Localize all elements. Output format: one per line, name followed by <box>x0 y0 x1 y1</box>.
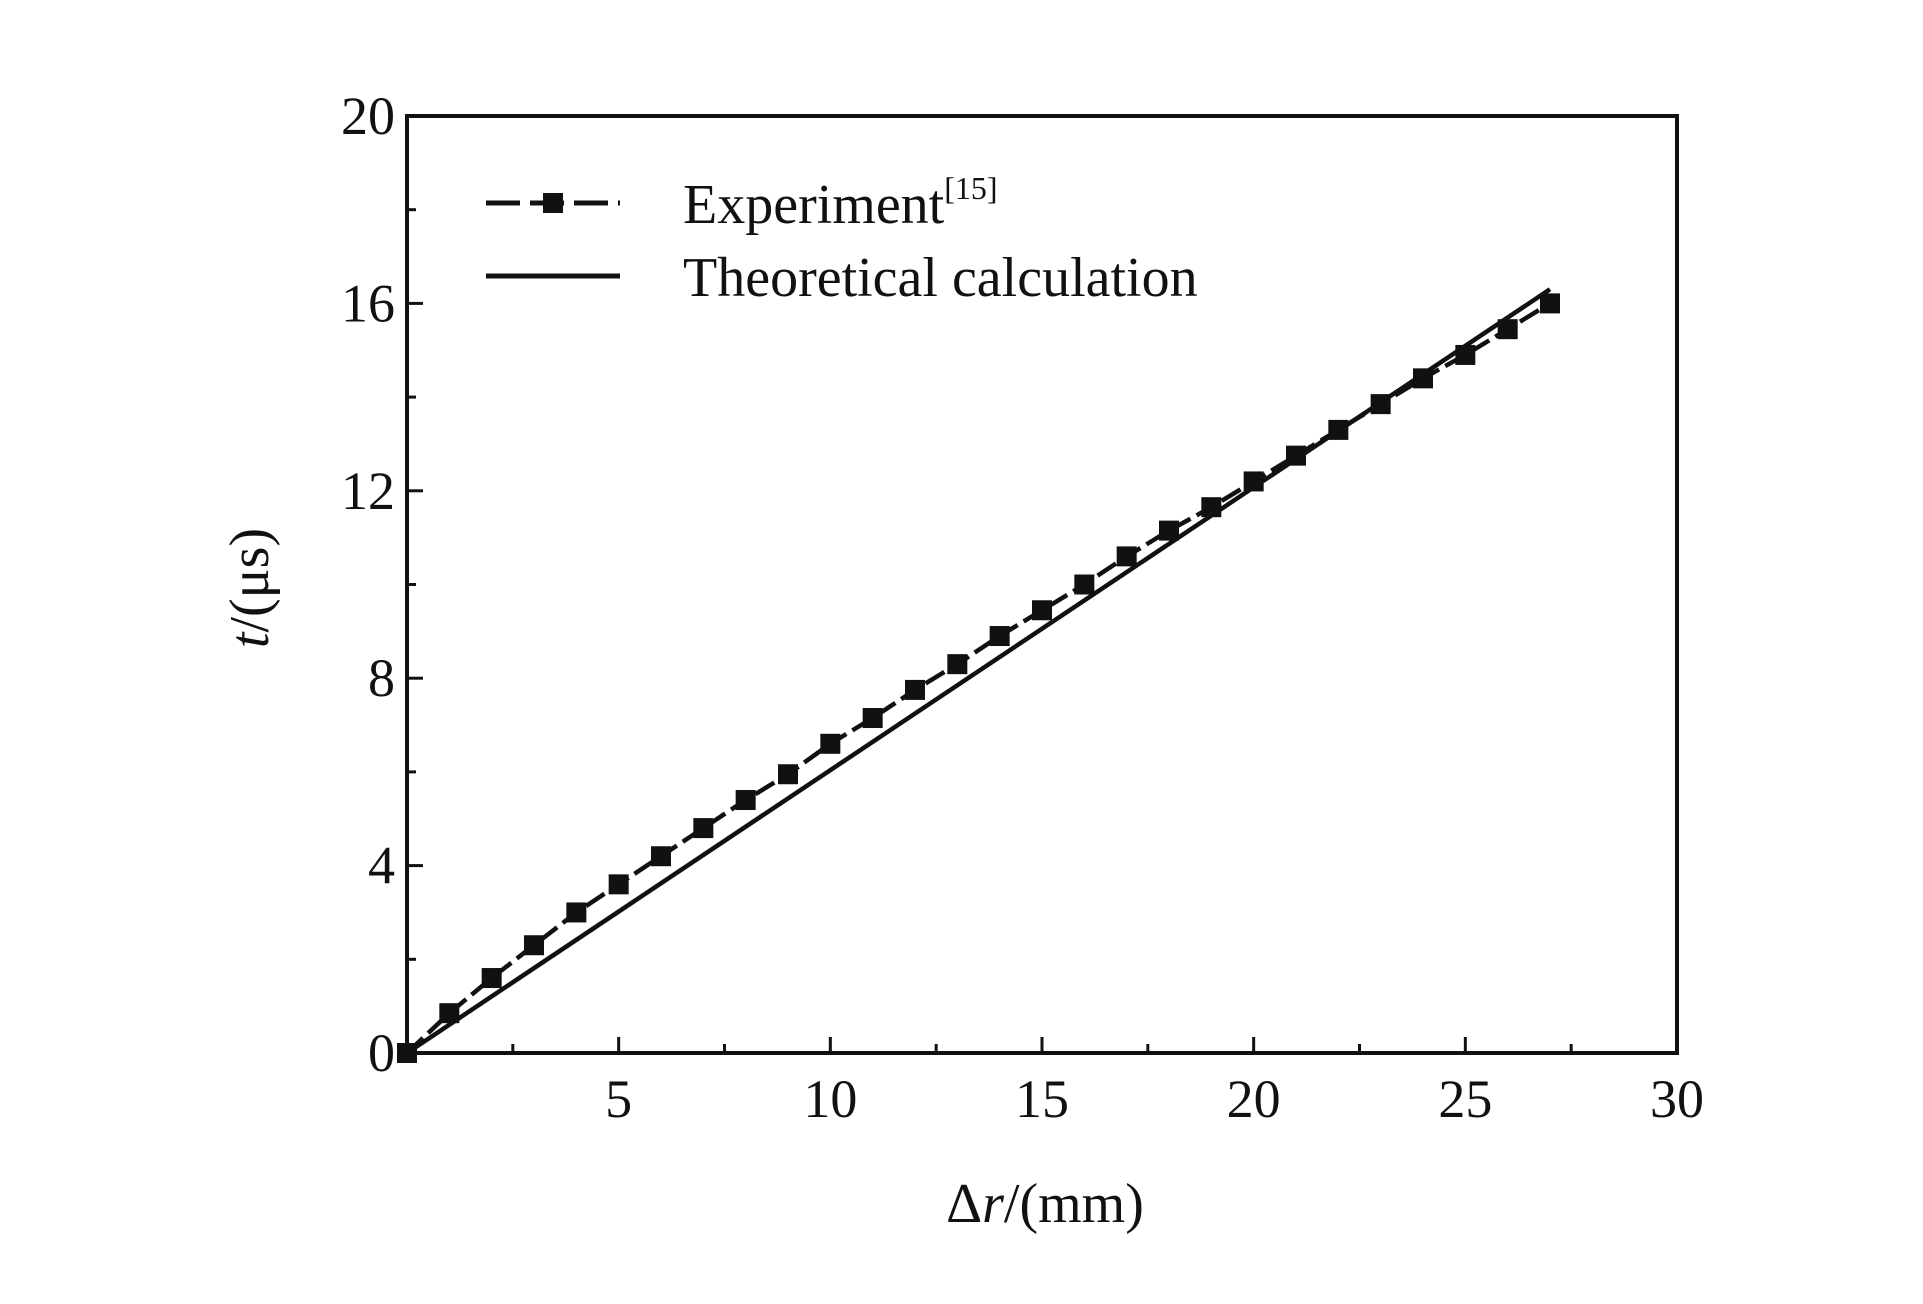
x-tick-label-20: 20 <box>1227 1069 1281 1129</box>
y-tick-label-12: 12 <box>341 461 395 521</box>
x-axis-title: Δr/(mm) <box>946 1173 1144 1235</box>
y-tick-label-4: 4 <box>368 836 395 896</box>
series-0-marker-27 <box>1540 293 1560 314</box>
y-tick-label-0: 0 <box>368 1023 395 1083</box>
series-0-marker-8 <box>735 790 756 811</box>
series-0-marker-18 <box>1159 520 1179 541</box>
series-0-marker-9 <box>778 764 798 785</box>
legend-experiment-label: Experiment[15] <box>683 170 998 236</box>
legend-theoretical-label: Theoretical calculation <box>683 247 1198 309</box>
x-tick-label-10: 10 <box>803 1069 857 1129</box>
axis-ticks <box>405 114 1679 1055</box>
legend-experiment-marker <box>543 193 563 213</box>
y-tick-label-16: 16 <box>341 273 395 333</box>
y-tick-label-20: 20 <box>341 86 395 146</box>
series-layer <box>397 287 1560 1063</box>
y-tick-label-8: 8 <box>368 648 395 708</box>
series-0-marker-13 <box>947 654 968 675</box>
x-tick-label-15: 15 <box>1015 1069 1069 1129</box>
legend-entry-theoretical: Theoretical calculation <box>486 247 1198 309</box>
series-0-marker-16 <box>1074 574 1095 595</box>
series-0-marker-5 <box>608 874 629 895</box>
series-0-marker-6 <box>651 846 671 867</box>
legend: Experiment[15] Theoretical calculation <box>486 170 1198 309</box>
x-tick-label-5: 5 <box>605 1069 632 1129</box>
series-0-marker-17 <box>1116 546 1137 567</box>
series-0-marker-2 <box>481 968 502 989</box>
series-0-marker-11 <box>862 708 883 729</box>
series-line-1 <box>405 287 1552 1055</box>
series-0-marker-3 <box>524 935 544 956</box>
series-0-marker-4 <box>566 902 587 923</box>
legend-entry-experiment: Experiment[15] <box>486 170 998 236</box>
x-tick-label-30: 30 <box>1650 1069 1704 1129</box>
series-0-marker-12 <box>905 679 925 700</box>
series-0-marker-7 <box>693 818 714 839</box>
tick-labels: 5 10 15 20 25 30 0 4 8 12 16 20 <box>341 86 1704 1129</box>
series-0-marker-26 <box>1497 319 1518 340</box>
series-0-marker-14 <box>989 626 1010 647</box>
x-tick-label-25: 25 <box>1438 1069 1492 1129</box>
series-0-marker-15 <box>1032 600 1052 621</box>
series-0-marker-10 <box>820 733 841 754</box>
legend-experiment-citation: [15] <box>944 170 997 206</box>
series-0-marker-1 <box>439 1003 460 1024</box>
y-axis-title: t/(μs) <box>219 528 281 648</box>
